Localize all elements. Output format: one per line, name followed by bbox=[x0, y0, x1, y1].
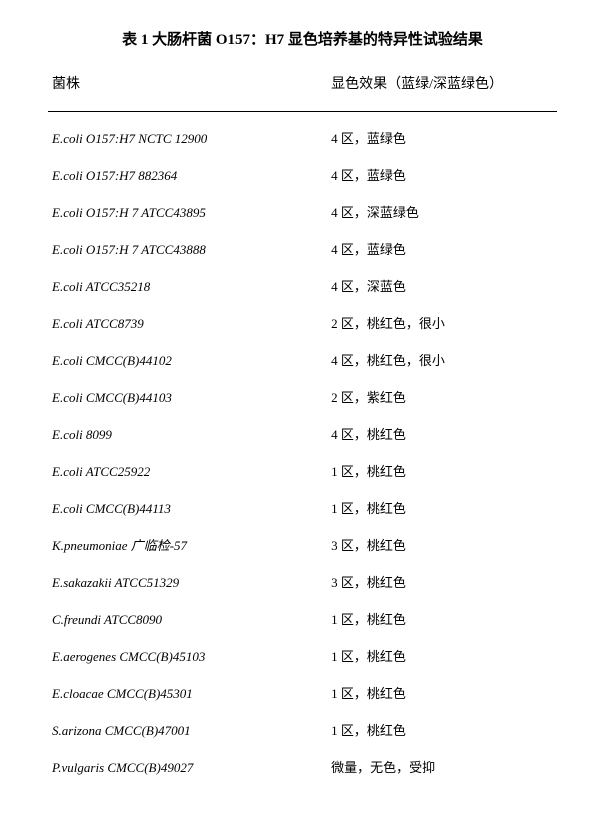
table-row: E.sakazakii ATCC513293 区，桃红色 bbox=[48, 563, 557, 600]
effect-cell: 微量，无色，受抑 bbox=[327, 748, 557, 785]
effect-cell: 1 区，桃红色 bbox=[327, 600, 557, 637]
table-row: E.aerogenes CMCC(B)451031 区，桃红色 bbox=[48, 637, 557, 674]
effect-cell: 4 区，深蓝色 bbox=[327, 267, 557, 304]
effect-cell: 3 区，桃红色 bbox=[327, 563, 557, 600]
effect-cell: 4 区，桃红色 bbox=[327, 415, 557, 452]
strain-cell: S.arizona CMCC(B)47001 bbox=[48, 711, 327, 748]
table-row: E.coli O157:H 7 ATCC438954 区，深蓝绿色 bbox=[48, 193, 557, 230]
strain-cell: E.coli O157:H7 NCTC 12900 bbox=[48, 112, 327, 157]
strain-cell: E.coli CMCC(B)44103 bbox=[48, 378, 327, 415]
effect-cell: 4 区，蓝绿色 bbox=[327, 230, 557, 267]
table-header-row: 菌株 显色效果（蓝绿/深蓝绿色） bbox=[48, 73, 557, 112]
effect-cell: 1 区，桃红色 bbox=[327, 637, 557, 674]
effect-cell: 1 区，桃红色 bbox=[327, 674, 557, 711]
effect-cell: 4 区，蓝绿色 bbox=[327, 156, 557, 193]
table-row: E.coli CMCC(B)441024 区，桃红色，很小 bbox=[48, 341, 557, 378]
table-row: E.coli O157:H7 8823644 区，蓝绿色 bbox=[48, 156, 557, 193]
table-row: E.coli ATCC87392 区，桃红色，很小 bbox=[48, 304, 557, 341]
strain-cell: E.coli CMCC(B)44113 bbox=[48, 489, 327, 526]
table-row: E.cloacae CMCC(B)453011 区，桃红色 bbox=[48, 674, 557, 711]
specificity-results-table: 菌株 显色效果（蓝绿/深蓝绿色） E.coli O157:H7 NCTC 129… bbox=[48, 73, 557, 785]
strain-cell: E.cloacae CMCC(B)45301 bbox=[48, 674, 327, 711]
table-row: E.coli CMCC(B)441131 区，桃红色 bbox=[48, 489, 557, 526]
strain-cell: E.aerogenes CMCC(B)45103 bbox=[48, 637, 327, 674]
table-title: 表 1 大肠杆菌 O157：H7 显色培养基的特异性试验结果 bbox=[48, 28, 557, 49]
effect-cell: 2 区，紫红色 bbox=[327, 378, 557, 415]
table-row: E.coli 80994 区，桃红色 bbox=[48, 415, 557, 452]
effect-cell: 3 区，桃红色 bbox=[327, 526, 557, 563]
strain-cell: E.sakazakii ATCC51329 bbox=[48, 563, 327, 600]
strain-cell: P.vulgaris CMCC(B)49027 bbox=[48, 748, 327, 785]
table-row: E.coli ATCC352184 区，深蓝色 bbox=[48, 267, 557, 304]
table-row: K.pneumoniae 广临检-573 区，桃红色 bbox=[48, 526, 557, 563]
effect-cell: 4 区，桃红色，很小 bbox=[327, 341, 557, 378]
effect-cell: 4 区，深蓝绿色 bbox=[327, 193, 557, 230]
strain-cell: K.pneumoniae 广临检-57 bbox=[48, 526, 327, 563]
effect-cell: 4 区，蓝绿色 bbox=[327, 112, 557, 157]
column-header-strain: 菌株 bbox=[48, 73, 327, 112]
effect-cell: 1 区，桃红色 bbox=[327, 711, 557, 748]
table-row: E.coli O157:H 7 ATCC438884 区，蓝绿色 bbox=[48, 230, 557, 267]
table-row: S.arizona CMCC(B)470011 区，桃红色 bbox=[48, 711, 557, 748]
strain-cell: E.coli ATCC8739 bbox=[48, 304, 327, 341]
strain-cell: E.coli O157:H 7 ATCC43888 bbox=[48, 230, 327, 267]
effect-cell: 1 区，桃红色 bbox=[327, 489, 557, 526]
strain-cell: E.coli O157:H 7 ATCC43895 bbox=[48, 193, 327, 230]
table-body: E.coli O157:H7 NCTC 129004 区，蓝绿色E.coli O… bbox=[48, 112, 557, 786]
strain-cell: E.coli ATCC35218 bbox=[48, 267, 327, 304]
strain-cell: C.freundi ATCC8090 bbox=[48, 600, 327, 637]
strain-cell: E.coli O157:H7 882364 bbox=[48, 156, 327, 193]
strain-cell: E.coli CMCC(B)44102 bbox=[48, 341, 327, 378]
effect-cell: 1 区，桃红色 bbox=[327, 452, 557, 489]
table-row: E.coli ATCC259221 区，桃红色 bbox=[48, 452, 557, 489]
effect-cell: 2 区，桃红色，很小 bbox=[327, 304, 557, 341]
strain-cell: E.coli 8099 bbox=[48, 415, 327, 452]
strain-cell: E.coli ATCC25922 bbox=[48, 452, 327, 489]
table-row: E.coli CMCC(B)441032 区，紫红色 bbox=[48, 378, 557, 415]
table-row: P.vulgaris CMCC(B)49027微量，无色，受抑 bbox=[48, 748, 557, 785]
table-row: C.freundi ATCC80901 区，桃红色 bbox=[48, 600, 557, 637]
table-row: E.coli O157:H7 NCTC 129004 区，蓝绿色 bbox=[48, 112, 557, 157]
column-header-effect: 显色效果（蓝绿/深蓝绿色） bbox=[327, 73, 557, 112]
